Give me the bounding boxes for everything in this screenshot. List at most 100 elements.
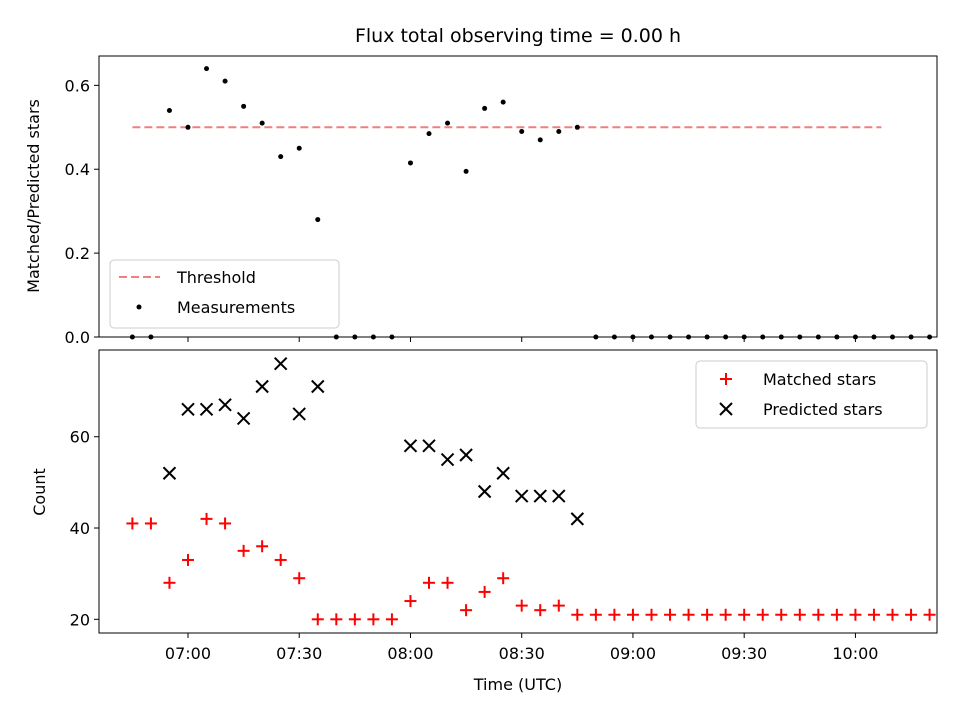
matched-star-point [571, 608, 584, 621]
predicted-star-stroke [162, 466, 177, 480]
predicted-star-stroke [181, 402, 195, 417]
predicted-star-stroke [311, 379, 325, 394]
x-tick-label: 08:30 [499, 644, 545, 663]
measurement-point [315, 217, 321, 223]
bottom-ticks: 20 40 60 07:00 07:30 08:00 08:30 09:00 09:30 10:0… [70, 428, 879, 663]
predicted-star-point [533, 489, 547, 503]
bottom-axes-frame [98, 349, 938, 634]
predicted-star-point [459, 448, 473, 462]
measurement-point [204, 66, 210, 72]
measurement-point [407, 160, 413, 166]
matched-star-point [905, 608, 918, 621]
predicted-star-point [218, 398, 232, 412]
predicted-star-point [162, 466, 177, 480]
bottom-legend-box [695, 360, 928, 429]
matched-star-point [460, 604, 473, 617]
matched-star-point [163, 576, 176, 589]
measurement-point [463, 168, 469, 174]
matched-star-point [497, 572, 510, 585]
matched-star-point [738, 608, 751, 621]
matched-star-point [775, 608, 788, 621]
matched-star-point [552, 599, 565, 612]
matched-star-point [441, 576, 454, 589]
top-axes-frame [98, 55, 938, 338]
matched-star-point [404, 595, 417, 608]
measurement-point [259, 120, 265, 126]
measurement-point [185, 124, 191, 130]
predicted-star-point [403, 439, 418, 453]
predicted-star-point [311, 379, 325, 394]
top-legend: Threshold Measurements [109, 259, 340, 329]
matched-star-point [682, 608, 695, 621]
bottom-y-tick-label: 40 [70, 519, 90, 538]
predicted-star-point [515, 489, 529, 503]
top-panel: 0.0 0.2 0.4 0.6 Matched/Predicted stars Thr… [24, 55, 938, 347]
predicted-star-point [199, 402, 214, 417]
predicted-star-point [440, 452, 455, 467]
x-axis-label: Time (UTC) [473, 675, 562, 694]
measurement-point [222, 78, 228, 84]
predicted-star-stroke [533, 489, 547, 503]
predicted-star-point [273, 356, 288, 371]
matched-star-point [830, 608, 843, 621]
top-y-tick-label: 0.0 [65, 328, 90, 347]
matched-star-point [385, 613, 398, 626]
matched-star-point [311, 613, 324, 626]
top-y-tick-label: 0.2 [65, 244, 90, 263]
legend-predicted-swatch [719, 402, 733, 416]
matched-star-point [923, 608, 936, 621]
matched-star-point [534, 604, 547, 617]
predicted-star-stroke [496, 466, 510, 480]
predicted-star-point [181, 402, 195, 417]
predicted-star-stroke [199, 402, 214, 417]
predicted-star-stroke [422, 439, 436, 453]
measurement-point [166, 108, 172, 114]
measurement-point [519, 128, 525, 134]
matched-star-point [423, 576, 436, 589]
matched-star-point [274, 553, 287, 566]
bottom-y-tick-label: 60 [70, 428, 90, 447]
top-ticks: 0.0 0.2 0.4 0.6 [65, 76, 856, 347]
x-tick-label: 08:00 [387, 644, 433, 663]
matched-star-point [756, 608, 769, 621]
chart-title: Flux total observing time = 0.00 h [355, 25, 681, 47]
predicted-star-point [496, 466, 510, 480]
matched-star-point [626, 608, 639, 621]
bottom-panel: 20 40 60 07:00 07:30 08:00 08:30 09:00 09:30 10:0… [30, 349, 938, 694]
matched-star-point [367, 613, 380, 626]
measurement-point [556, 128, 562, 134]
measurement-point [296, 145, 302, 151]
predicted-star-point [236, 411, 251, 426]
predicted-star-stroke [515, 489, 529, 503]
matched-star-point [293, 572, 306, 585]
matched-star-point [812, 608, 825, 621]
bottom-y-tick-label: 20 [70, 610, 90, 629]
matched-star-point [608, 608, 621, 621]
measurement-point [241, 103, 247, 109]
matched-star-point [849, 608, 862, 621]
predicted-star-stroke [477, 484, 492, 499]
predicted-star-point [422, 439, 436, 453]
matched-star-point [144, 517, 157, 530]
legend-measurements-label: Measurements [177, 298, 295, 317]
predicted-star-point [292, 407, 306, 421]
bottom-legend: Matched stars Predicted stars [695, 360, 928, 429]
matched-star-point [219, 517, 232, 530]
matched-star-point [793, 608, 806, 621]
x-tick-label: 10:00 [832, 644, 878, 663]
top-legend-box [109, 259, 340, 329]
top-y-tick-label: 0.4 [65, 160, 90, 179]
bottom-marks [126, 356, 936, 626]
measurement-point [278, 154, 284, 160]
measurement-point [445, 120, 451, 126]
matched-star-point [515, 599, 528, 612]
matched-star-point [867, 608, 880, 621]
measurement-point [537, 137, 543, 143]
measurement-point [500, 99, 506, 105]
legend-threshold-label: Threshold [176, 268, 256, 287]
matched-star-point [330, 613, 343, 626]
predicted-star-stroke [255, 379, 269, 394]
predicted-star-stroke [570, 512, 585, 526]
predicted-star-stroke [403, 439, 418, 453]
x-tick-label: 07:00 [165, 644, 211, 663]
